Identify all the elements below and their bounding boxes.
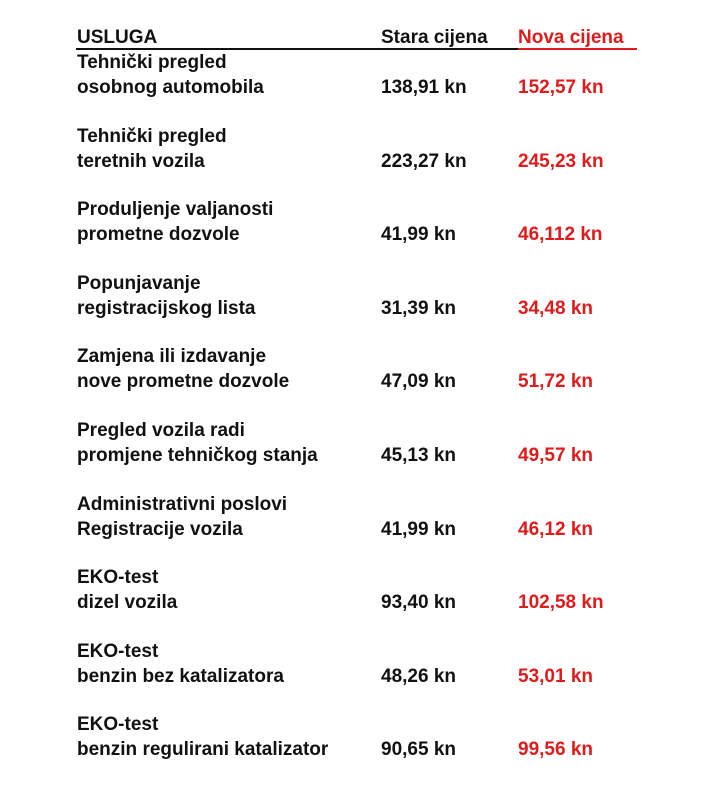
service-line1: Tehnički pregled	[77, 125, 227, 147]
table-row: Administrativni poslovi Registracije vozi…	[0, 492, 710, 542]
service-line2: osobnog automobila	[77, 77, 264, 98]
new-price: 53,01 kn	[518, 665, 593, 687]
service-line2: benzin bez katalizatora	[77, 665, 284, 687]
service-line1: Administrativni poslovi	[77, 493, 288, 515]
service-line1: Popunjavanje	[77, 272, 201, 294]
new-price: 46,12 kn	[518, 518, 593, 540]
old-price: 45,13 kn	[381, 445, 456, 466]
old-price: 223,27 kn	[381, 150, 467, 172]
table-row: EKO-test benzin regulirani katalizator 90,…	[0, 712, 710, 762]
service-line2: teretnih vozila	[77, 150, 205, 172]
service-line1: Zamjena ili izdavanje	[77, 346, 267, 368]
old-price: 47,09 kn	[381, 371, 456, 393]
column-header-old-price: Stara cijena	[381, 27, 488, 48]
table-row: Tehnički pregled teretnih vozila 223,27 kn…	[0, 124, 710, 174]
old-price: 93,40 kn	[381, 592, 456, 614]
new-price: 34,48 kn	[518, 297, 593, 319]
header-underline-red	[518, 48, 637, 50]
service-line2: dizel vozila	[77, 592, 178, 614]
service-line2: registracijskog lista	[77, 297, 256, 319]
service-line1: EKO-test	[77, 640, 159, 662]
column-header-new-price: Nova cijena	[518, 27, 624, 48]
service-line1: Tehnički pregled	[77, 52, 227, 73]
table-row: EKO-test dizel vozila 93,40 kn 102,58 kn	[0, 565, 710, 615]
old-price: 48,26 kn	[381, 665, 456, 687]
column-header-service: USLUGA	[77, 27, 158, 48]
old-price: 31,39 kn	[381, 297, 456, 319]
header-underline	[76, 48, 518, 50]
service-line2: benzin regulirani katalizator	[77, 739, 329, 761]
new-price: 49,57 kn	[518, 445, 593, 466]
old-price: 41,99 kn	[381, 518, 456, 540]
new-price: 46,112 kn	[518, 224, 603, 246]
old-price: 41,99 kn	[381, 224, 456, 246]
service-line2: Registracije vozila	[77, 518, 243, 540]
table-row: Produljenje valjanosti prometne dozvole 41…	[0, 197, 710, 247]
service-line2: prometne dozvole	[77, 224, 240, 246]
service-line1: Produljenje valjanosti	[77, 199, 274, 221]
new-price: 102,58 kn	[518, 592, 604, 614]
service-line2: nove prometne dozvole	[77, 371, 290, 393]
table-row: Popunjavanje registracijskog lista 31,39 k…	[0, 271, 710, 321]
new-price: 51,72 kn	[518, 371, 593, 393]
service-line1: EKO-test	[77, 714, 159, 736]
table-row: Tehnički pregled osobnog automobila 138,91…	[0, 50, 710, 100]
table-row: Pregled vozila radi promjene tehničkog st…	[0, 418, 710, 468]
table-row: EKO-test benzin bez katalizatora 48,26 kn 5…	[0, 639, 710, 689]
old-price: 138,91 kn	[381, 77, 467, 98]
new-price: 99,56 kn	[518, 739, 593, 761]
service-line1: Pregled vozila radi	[77, 420, 245, 441]
new-price: 152,57 kn	[518, 77, 604, 98]
service-line1: EKO-test	[77, 567, 159, 589]
new-price: 245,23 kn	[518, 150, 604, 172]
service-line2: promjene tehničkog stanja	[77, 445, 318, 466]
old-price: 90,65 kn	[381, 739, 456, 761]
table-row: Zamjena ili izdavanje nove prometne dozvo…	[0, 344, 710, 394]
